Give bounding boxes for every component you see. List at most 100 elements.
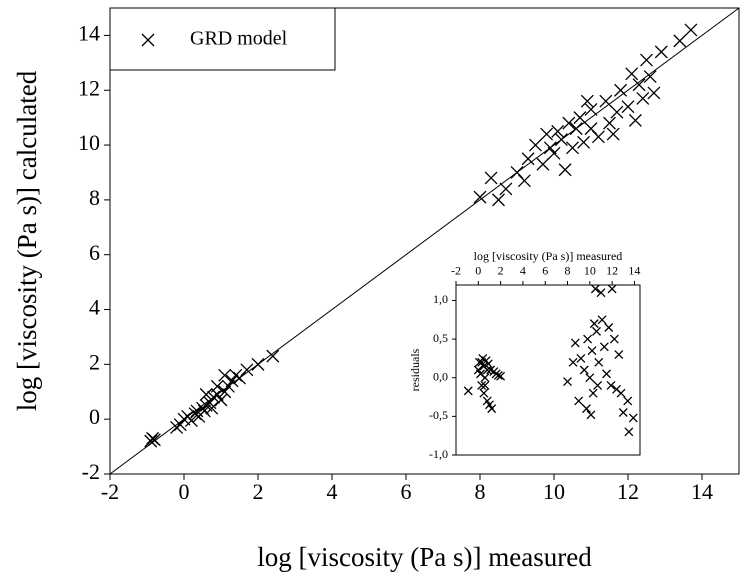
marker	[596, 288, 606, 298]
y-tick-label: 0,0	[433, 369, 448, 383]
x-tick-label: 10	[584, 264, 596, 278]
x-axis-label: log [viscosity (Pa s)] measured	[257, 542, 592, 572]
marker	[517, 174, 531, 188]
marker	[654, 45, 668, 59]
marker	[496, 371, 506, 381]
marker	[207, 390, 221, 404]
marker	[568, 357, 578, 367]
marker	[566, 141, 579, 155]
marker	[588, 388, 598, 398]
marker	[616, 388, 626, 398]
marker	[240, 363, 254, 377]
marker	[607, 284, 617, 294]
marker	[614, 350, 624, 360]
marker	[547, 146, 561, 160]
marker	[593, 380, 603, 390]
marker	[484, 171, 498, 185]
x-tick-label: 4	[520, 264, 526, 278]
marker	[570, 338, 580, 348]
marker	[643, 70, 657, 83]
marker	[184, 414, 198, 428]
marker	[632, 78, 646, 92]
y-tick-label: -0,5	[429, 408, 448, 422]
marker	[577, 135, 591, 149]
x-tick-label: 14	[691, 479, 713, 504]
marker	[618, 408, 628, 417]
x-tick-label: 8	[475, 479, 486, 504]
marker	[543, 141, 557, 155]
marker	[576, 353, 586, 363]
marker	[580, 94, 594, 108]
marker	[477, 380, 487, 390]
x-tick-label: -2	[451, 264, 461, 278]
y-axis-label: residuals	[408, 348, 422, 391]
y-tick-label: 4	[89, 295, 100, 320]
marker	[585, 373, 595, 383]
x-tick-label: 4	[327, 479, 338, 504]
y-tick-label: -2	[82, 459, 100, 484]
marker	[477, 357, 487, 367]
marker	[569, 122, 583, 136]
marker	[251, 357, 265, 371]
marker	[554, 133, 568, 147]
marker	[589, 319, 599, 329]
marker	[586, 410, 596, 420]
marker	[147, 433, 161, 447]
marker	[473, 190, 487, 204]
marker	[587, 346, 597, 356]
y-tick-label: 8	[89, 185, 100, 210]
marker	[591, 130, 605, 144]
marker	[499, 182, 513, 196]
marker	[574, 396, 584, 406]
marker	[225, 374, 239, 388]
y-tick-label: 2	[89, 349, 100, 374]
marker	[218, 385, 232, 399]
x-tick-label: 6	[542, 264, 548, 278]
x-tick-label: 14	[628, 264, 640, 278]
marker	[597, 315, 607, 325]
marker	[551, 124, 565, 138]
marker	[210, 379, 224, 393]
marker	[604, 323, 614, 332]
marker	[521, 152, 535, 166]
marker	[647, 86, 661, 100]
marker	[582, 404, 591, 414]
x-tick-label: 10	[543, 479, 565, 504]
x-tick-label: 8	[565, 264, 571, 278]
marker	[590, 284, 600, 294]
marker	[536, 157, 550, 171]
y-tick-label: -1,0	[429, 447, 448, 461]
x-tick-label: -2	[101, 479, 119, 504]
marker	[606, 380, 616, 390]
marker	[684, 23, 698, 37]
marker	[266, 349, 280, 363]
marker	[610, 105, 624, 119]
marker	[628, 113, 642, 127]
marker	[636, 91, 650, 105]
y-tick-label: 14	[78, 20, 100, 45]
marker	[628, 413, 638, 423]
y-tick-label: 0,5	[433, 331, 448, 345]
y-tick-label: 0	[89, 404, 100, 429]
marker	[540, 127, 554, 141]
marker	[583, 334, 593, 344]
marker	[640, 53, 653, 67]
marker	[673, 34, 687, 48]
marker	[229, 368, 243, 382]
x-tick-label: 12	[606, 264, 618, 278]
marker	[492, 193, 505, 207]
marker	[221, 379, 235, 393]
marker	[594, 357, 604, 367]
marker	[592, 326, 601, 336]
y-tick-label: 10	[78, 130, 100, 155]
x-tick-label: 2	[498, 264, 504, 278]
x-tick-label: 12	[617, 479, 639, 504]
marker	[563, 377, 572, 387]
marker	[603, 116, 616, 130]
marker	[487, 404, 497, 414]
x-axis-label: log [viscosity (Pa s)] measured	[474, 249, 623, 263]
marker	[623, 396, 633, 406]
marker	[480, 373, 490, 383]
x-tick-label: 2	[253, 479, 264, 504]
